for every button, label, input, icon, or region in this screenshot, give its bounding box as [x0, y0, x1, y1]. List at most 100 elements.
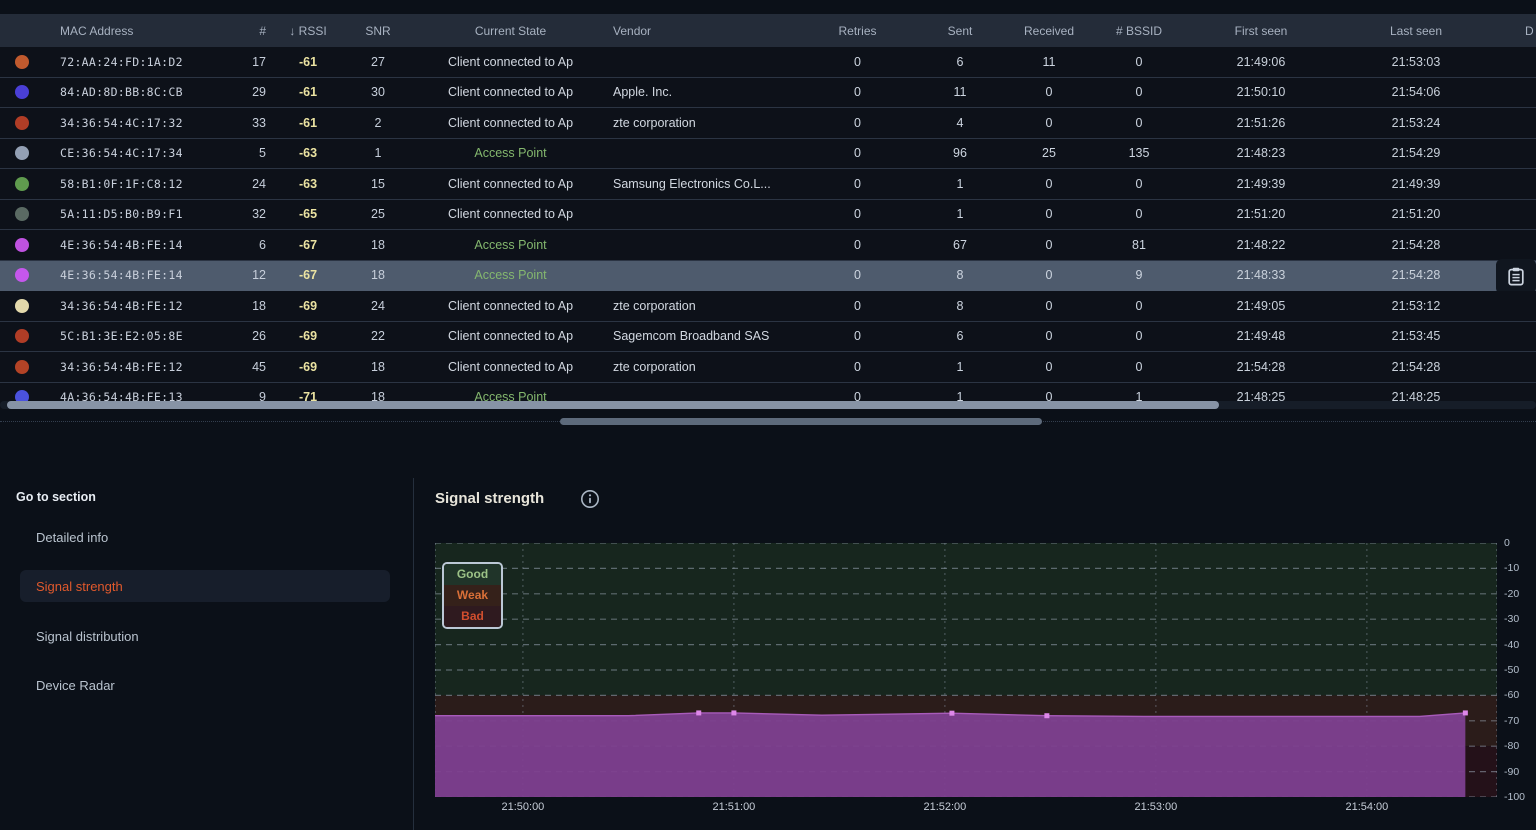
sent-cell: 11	[905, 85, 1015, 99]
data-point-marker	[1044, 713, 1049, 718]
received-cell: 0	[1015, 85, 1083, 99]
table-hscrollbar-thumb[interactable]	[7, 401, 1219, 409]
rssi-cell: -63	[276, 177, 340, 191]
sidebar-item-signal-strength[interactable]: Signal strength	[20, 570, 390, 602]
table-row[interactable]: 34:36:54:4C:17:3233-612Client connected …	[0, 108, 1536, 139]
packet-count-cell: 18	[220, 299, 276, 313]
sidebar-item-signal-distribution[interactable]: Signal distribution	[20, 620, 390, 652]
sidebar-item-device-radar[interactable]: Device Radar	[20, 669, 390, 701]
table-row[interactable]: CE:36:54:4C:17:345-631Access Point096251…	[0, 139, 1536, 170]
packet-count-cell: 24	[220, 177, 276, 191]
x-axis-tick-label: 21:52:00	[900, 801, 990, 813]
last-seen-cell: 21:54:06	[1327, 85, 1505, 99]
chart-info-icon[interactable]	[580, 489, 600, 509]
copy-row-button[interactable]	[1496, 259, 1536, 294]
table-row[interactable]: 72:AA:24:FD:1A:D217-6127Client connected…	[0, 47, 1536, 78]
retries-cell: 0	[810, 146, 905, 160]
received-cell: 0	[1015, 268, 1083, 282]
x-axis-tick-label: 21:53:00	[1111, 801, 1201, 813]
table-row[interactable]: 34:36:54:4B:FE:1218-6924Client connected…	[0, 291, 1536, 322]
device-color-cell	[0, 268, 44, 282]
device-color-cell	[0, 146, 44, 160]
received-cell: 0	[1015, 238, 1083, 252]
header-bssid[interactable]: # BSSID	[1083, 24, 1195, 38]
y-axis-tick-label: -90	[1504, 766, 1519, 778]
table-row[interactable]: 4E:36:54:4B:FE:146-6718Access Point06708…	[0, 230, 1536, 261]
packet-count-cell: 17	[220, 55, 276, 69]
header-received[interactable]: Received	[1015, 24, 1083, 38]
table-row[interactable]: 4E:36:54:4B:FE:1412-6718Access Point0809…	[0, 261, 1536, 292]
header-snr[interactable]: SNR	[340, 24, 416, 38]
legend-weak: Weak	[444, 585, 501, 606]
table-header-row: MAC Address # ↓ RSSI SNR Current State V…	[0, 14, 1536, 47]
bssid-count-cell: 0	[1083, 329, 1195, 343]
last-seen-cell: 21:49:39	[1327, 177, 1505, 191]
last-seen-cell: 21:54:28	[1327, 268, 1505, 282]
y-axis-tick-label: 0	[1504, 537, 1510, 549]
current-state-cell: Client connected to Ap	[416, 299, 605, 313]
sidebar-divider	[413, 478, 414, 830]
received-cell: 25	[1015, 146, 1083, 160]
received-cell: 0	[1015, 116, 1083, 130]
mac-address-cell: 4E:36:54:4B:FE:14	[44, 268, 220, 282]
table-row[interactable]: 34:36:54:4B:FE:1245-6918Client connected…	[0, 352, 1536, 383]
rssi-cell: -69	[276, 329, 340, 343]
received-cell: 0	[1015, 299, 1083, 313]
received-cell: 0	[1015, 177, 1083, 191]
legend-bad: Bad	[444, 606, 501, 627]
header-state[interactable]: Current State	[416, 24, 605, 38]
vendor-cell: Samsung Electronics Co.L...	[605, 177, 810, 191]
header-rssi[interactable]: ↓ RSSI	[276, 24, 340, 38]
device-color-cell	[0, 238, 44, 252]
y-axis-tick-label: -100	[1504, 791, 1525, 803]
mac-address-cell: 34:36:54:4B:FE:12	[44, 360, 220, 374]
rssi-cell: -61	[276, 116, 340, 130]
header-data-clipped[interactable]: D	[1505, 24, 1536, 38]
data-point-marker	[696, 710, 701, 715]
rssi-cell: -61	[276, 55, 340, 69]
sidebar-item-detailed-info[interactable]: Detailed info	[20, 521, 390, 553]
bssid-count-cell: 9	[1083, 268, 1195, 282]
header-vendor[interactable]: Vendor	[605, 24, 810, 38]
x-axis-tick-label: 21:51:00	[689, 801, 779, 813]
packet-count-cell: 6	[220, 238, 276, 252]
rssi-cell: -61	[276, 85, 340, 99]
header-retries[interactable]: Retries	[810, 24, 905, 38]
table-row[interactable]: 58:B1:0F:1F:C8:1224-6315Client connected…	[0, 169, 1536, 200]
vendor-cell: Sagemcom Broadband SAS	[605, 329, 810, 343]
rssi-cell: -67	[276, 268, 340, 282]
device-color-dot	[15, 116, 29, 130]
current-state-cell: Access Point	[416, 238, 605, 252]
packet-count-cell: 5	[220, 146, 276, 160]
y-axis-tick-label: -80	[1504, 740, 1519, 752]
sort-desc-icon: ↓	[289, 24, 295, 38]
data-point-marker	[1463, 710, 1468, 715]
first-seen-cell: 21:49:06	[1195, 55, 1327, 69]
x-axis-tick-label: 21:50:00	[478, 801, 568, 813]
device-color-dot	[15, 177, 29, 191]
device-color-dot	[15, 146, 29, 160]
device-color-cell	[0, 360, 44, 374]
bssid-count-cell: 0	[1083, 85, 1195, 99]
retries-cell: 0	[810, 177, 905, 191]
device-color-cell	[0, 116, 44, 130]
table-row[interactable]: 5C:B1:3E:E2:05:8E26-6922Client connected…	[0, 322, 1536, 353]
last-seen-cell: 21:53:24	[1327, 116, 1505, 130]
y-axis-tick-label: -60	[1504, 689, 1519, 701]
header-mac[interactable]: MAC Address	[44, 24, 220, 38]
device-color-dot	[15, 268, 29, 282]
snr-cell: 24	[340, 299, 416, 313]
table-row[interactable]: 84:AD:8D:BB:8C:CB29-6130Client connected…	[0, 78, 1536, 109]
rssi-cell: -69	[276, 360, 340, 374]
table-row[interactable]: 5A:11:D5:B0:B9:F132-6525Client connected…	[0, 200, 1536, 231]
last-seen-cell: 21:54:29	[1327, 146, 1505, 160]
header-sent[interactable]: Sent	[905, 24, 1015, 38]
header-last-seen[interactable]: Last seen	[1327, 24, 1505, 38]
mac-address-cell: CE:36:54:4C:17:34	[44, 146, 220, 160]
header-count[interactable]: #	[220, 24, 276, 38]
packet-count-cell: 32	[220, 207, 276, 221]
panel-resize-handle[interactable]	[560, 418, 1042, 425]
rssi-cell: -65	[276, 207, 340, 221]
bssid-count-cell: 0	[1083, 116, 1195, 130]
header-first-seen[interactable]: First seen	[1195, 24, 1327, 38]
